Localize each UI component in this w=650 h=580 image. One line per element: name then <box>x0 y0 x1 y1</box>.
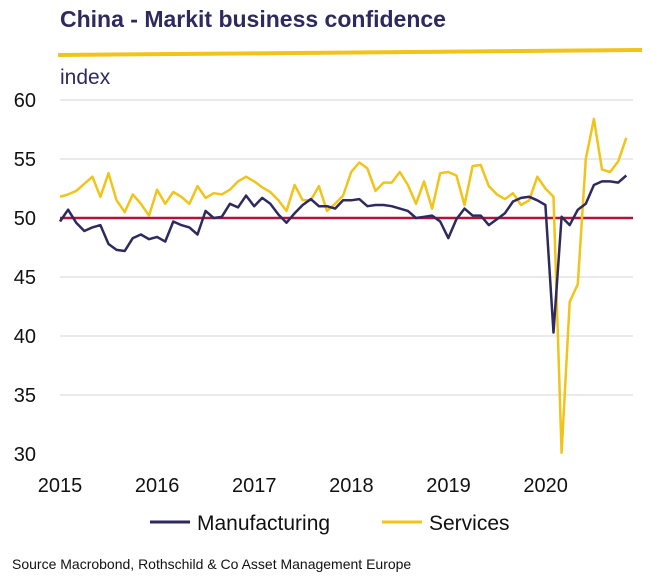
title-rule <box>57 48 643 57</box>
y-tick-label: 35 <box>14 385 36 407</box>
y-tick-label: 55 <box>14 149 36 171</box>
legend: Manufacturing Services <box>150 512 510 535</box>
x-axis-ticks: 2015 2016 2017 2018 2019 2020 <box>38 475 568 497</box>
series-line-manufacturing <box>58 174 628 334</box>
chart-title: China - Markit business confidence <box>60 6 446 32</box>
y-tick-label: 60 <box>14 90 36 112</box>
y-tick-label: 45 <box>14 267 36 289</box>
series-line-services <box>59 117 628 455</box>
source-note: Source Macrobond, Rothschild & Co Asset … <box>12 556 412 572</box>
y-axis-unit-label: index <box>60 66 111 89</box>
x-tick-label: 2018 <box>329 475 374 497</box>
x-tick-label: 2019 <box>426 475 471 497</box>
y-tick-label: 50 <box>14 208 36 230</box>
y-axis-ticks: 30 35 40 45 50 55 60 <box>14 90 36 466</box>
legend-label-manufacturing: Manufacturing <box>197 512 330 535</box>
x-tick-label: 2017 <box>232 475 277 497</box>
y-tick-label: 30 <box>14 444 36 466</box>
x-tick-label: 2016 <box>135 475 180 497</box>
series-group <box>58 117 628 455</box>
legend-label-services: Services <box>429 512 510 535</box>
x-tick-label: 2020 <box>523 475 568 497</box>
x-tick-label: 2015 <box>38 475 83 497</box>
y-tick-label: 40 <box>14 326 36 348</box>
